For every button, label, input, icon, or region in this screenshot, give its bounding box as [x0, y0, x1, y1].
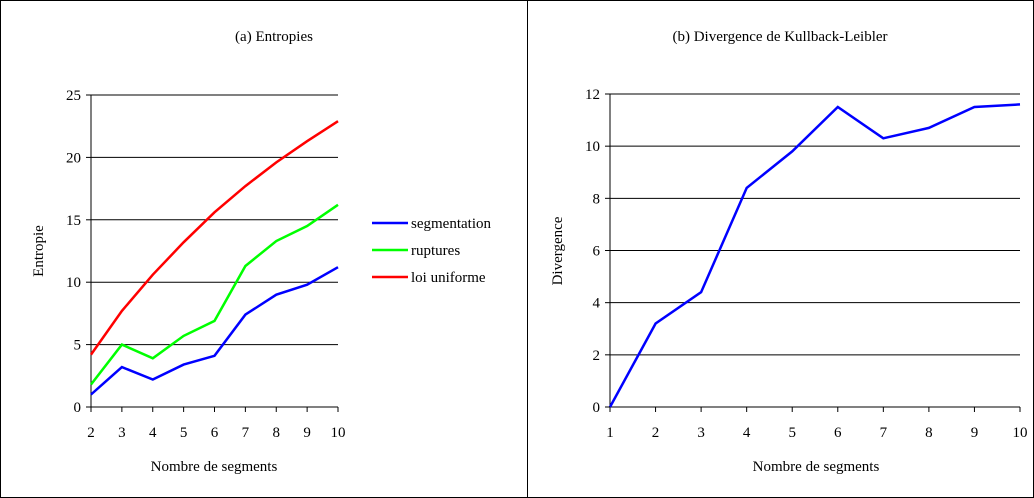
x-tick-label: 10: [331, 425, 346, 441]
y-tick-label: 20: [66, 150, 81, 166]
x-tick-label: 8: [273, 425, 281, 441]
panel-b-frame: [527, 0, 1034, 498]
legend-label: ruptures: [411, 243, 460, 259]
chart-b-title: (b) Divergence de Kullback-Leibler: [672, 29, 887, 45]
series-line-loi-uniforme: [89, 120, 339, 356]
x-tick-label: 4: [149, 425, 157, 441]
x-tick-label: 7: [880, 425, 888, 441]
chart-b-ylabel: Divergence: [550, 216, 566, 285]
x-tick-label: 3: [697, 425, 705, 441]
y-tick-label: 25: [66, 88, 81, 104]
y-tick-label: 0: [74, 400, 82, 416]
y-tick-label: 15: [66, 213, 81, 229]
x-tick-label: 4: [743, 425, 751, 441]
chart-divergence: (b) Divergence de Kullback-Leibler Diver…: [550, 29, 1028, 475]
y-tick-label: 0: [593, 400, 601, 416]
x-tick-label: 9: [971, 425, 979, 441]
series-line-segmentation: [90, 266, 339, 396]
series-line-ruptures: [90, 203, 339, 386]
legend-label: segmentation: [411, 216, 491, 232]
chart-entropies: (a) Entropies Entropie Nombre de segment…: [31, 29, 491, 475]
x-tick-label: 8: [925, 425, 933, 441]
x-tick-label: 2: [87, 425, 95, 441]
x-tick-label: 10: [1013, 425, 1028, 441]
chart-a-ylabel: Entropie: [31, 225, 47, 277]
y-tick-label: 2: [593, 348, 601, 364]
x-tick-label: 6: [211, 425, 219, 441]
y-tick-label: 5: [74, 338, 82, 354]
series-line: [608, 103, 1021, 408]
y-tick-label: 10: [585, 139, 600, 155]
y-tick-label: 10: [66, 275, 81, 291]
x-tick-label: 5: [180, 425, 188, 441]
chart-a-xlabel: Nombre de segments: [151, 459, 278, 475]
legend-label: loi uniforme: [411, 270, 486, 286]
x-tick-label: 1: [606, 425, 614, 441]
x-tick-label: 2: [652, 425, 660, 441]
x-tick-label: 7: [242, 425, 250, 441]
y-tick-label: 12: [585, 87, 600, 103]
y-tick-label: 8: [593, 191, 601, 207]
x-tick-label: 9: [303, 425, 311, 441]
x-tick-label: 3: [118, 425, 126, 441]
chart-a-title: (a) Entropies: [235, 29, 313, 45]
y-tick-label: 6: [593, 244, 601, 260]
x-tick-label: 5: [788, 425, 796, 441]
chart-b-xlabel: Nombre de segments: [753, 459, 880, 475]
x-tick-label: 6: [834, 425, 842, 441]
y-tick-label: 4: [593, 296, 601, 312]
